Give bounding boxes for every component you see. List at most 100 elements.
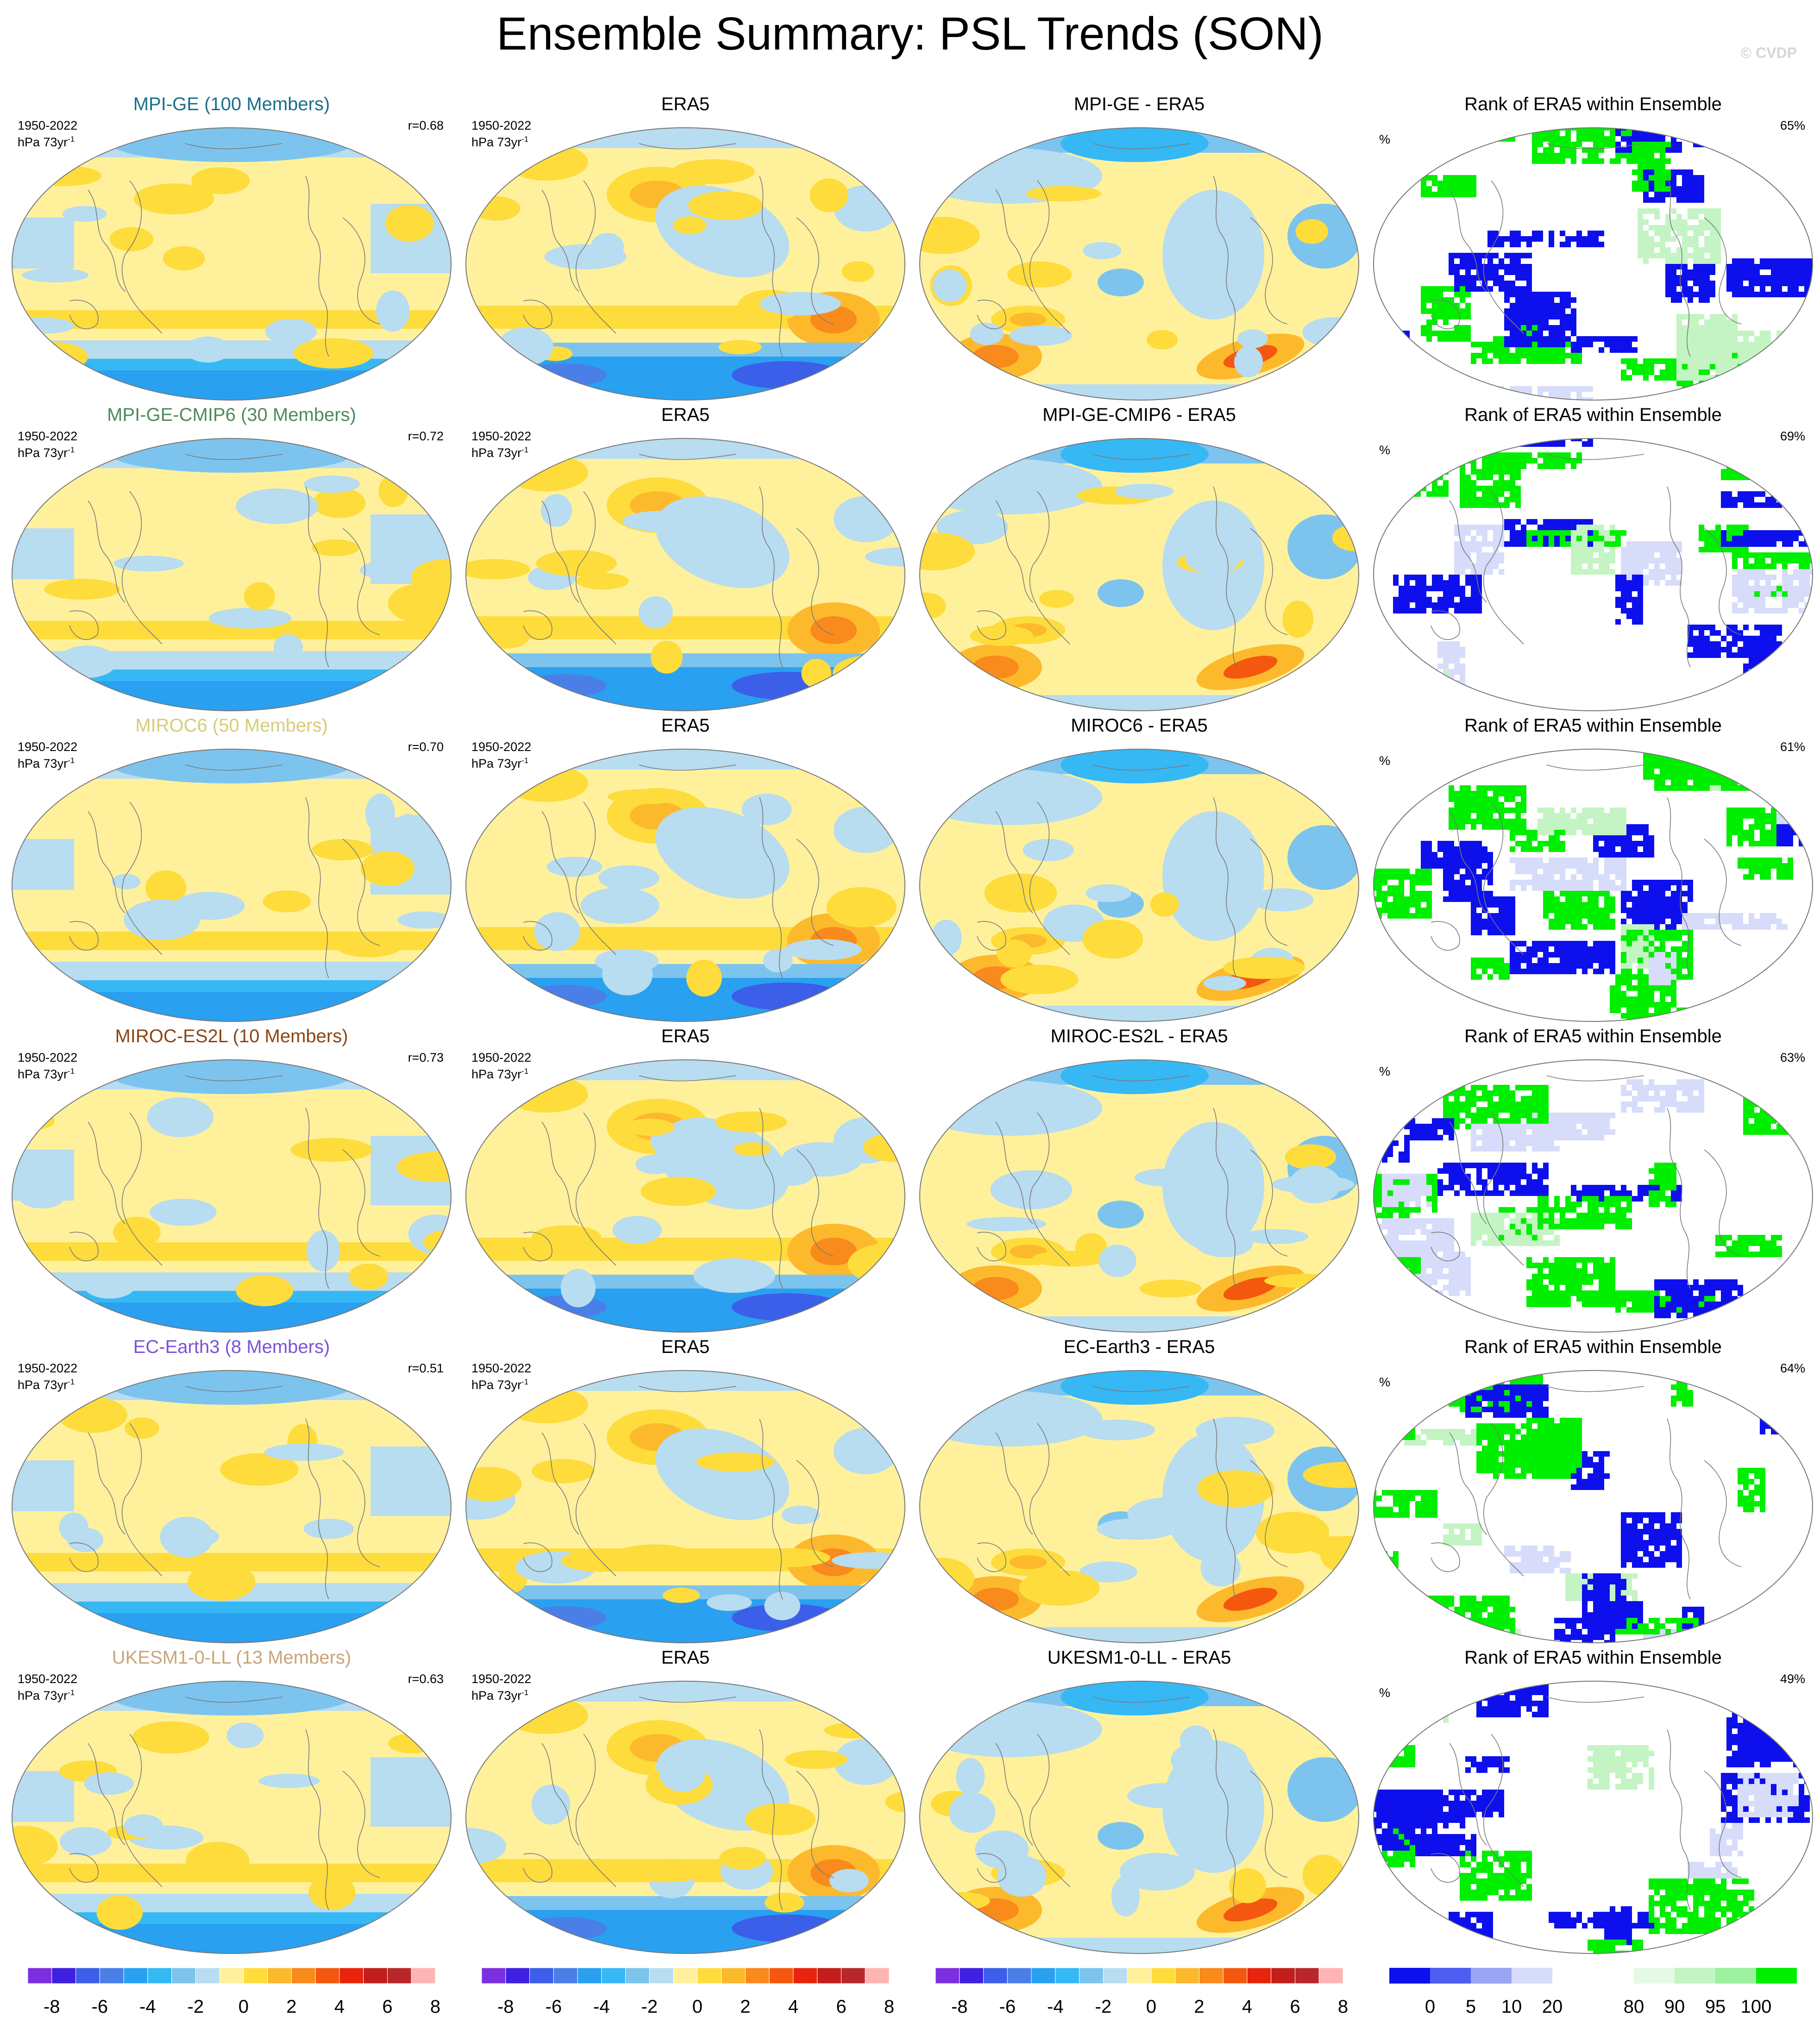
map-rank: [1373, 1059, 1814, 1333]
colorbar-tick-label: 2: [1194, 1997, 1205, 2017]
panel-rank-row-6: Rank of ERA5 within Ensemble 49%%: [1371, 1646, 1815, 1956]
colorbar-swatch: [1634, 1968, 1675, 1984]
colorbar-swatch: [1127, 1968, 1152, 1984]
colorbar-swatch: [171, 1968, 196, 1984]
rank-percent: 64%: [1780, 1361, 1805, 1375]
colorbar-tick-label: -4: [593, 1997, 610, 2017]
colorbar-swatch: [769, 1968, 794, 1984]
colorbar-swatch: [1318, 1968, 1343, 1984]
units-text: hPa 73yr: [471, 446, 522, 460]
units-text: hPa 73yr: [18, 1378, 68, 1392]
period-label: 1950-2022: [471, 740, 532, 754]
colorbar-swatch: [1715, 1968, 1756, 1984]
panel-model-row-3: MIROC6 (50 Members) 1950-2022 hPa 73yr-1 r=…: [9, 714, 454, 1024]
colorbar-swatch: [505, 1968, 530, 1984]
colorbar-swatch: [529, 1968, 554, 1984]
map-diff: [919, 1681, 1360, 1954]
colorbar-swatch: [1247, 1968, 1272, 1984]
rank-unit: %: [1379, 132, 1391, 146]
units-exponent: -1: [521, 1067, 529, 1076]
panel-diff-row-5: EC-Earth3 - ERA5: [917, 1335, 1362, 1646]
units-label: hPa 73yr-1: [471, 443, 528, 460]
colorbar-swatch: [219, 1968, 244, 1984]
colorbar-tick-label: 4: [1242, 1997, 1253, 2017]
map-rank: [1373, 1681, 1814, 1954]
colorbar-tick-label: 8: [430, 1997, 441, 2017]
period-label: 1950-2022: [18, 740, 78, 754]
panel-model-row-6: UKESM1-0-LL (13 Members) 1950-2022 hPa 73y…: [9, 1646, 454, 1956]
colorbar-swatch: [267, 1968, 292, 1984]
panel-model-row-4: MIROC-ES2L (10 Members) 1950-2022 hPa 73yr…: [9, 1025, 454, 1335]
panel-title-diff: UKESM1-0-LL - ERA5: [1047, 1647, 1231, 1668]
period-label: 1950-2022: [471, 1672, 532, 1686]
units-text: hPa 73yr: [18, 757, 68, 770]
map-rank: [1373, 438, 1814, 711]
units-label: hPa 73yr-1: [18, 1375, 75, 1392]
colorbar-swatch: [1675, 1968, 1715, 1984]
panel-era-row-6: ERA5 1950-2022 hPa 73yr-1: [463, 1646, 908, 1956]
colorbar-tick-label: -2: [1095, 1997, 1112, 2017]
colorbar-tick-label: 20: [1542, 1997, 1563, 2017]
period-label: 1950-2022: [18, 119, 78, 132]
panel-title-era: ERA5: [661, 1337, 710, 1357]
units-exponent: -1: [521, 1688, 529, 1697]
panel-rank-row-2: Rank of ERA5 within Ensemble 69%%: [1371, 403, 1815, 714]
units-label: hPa 73yr-1: [18, 754, 75, 770]
colorbar-swatch: [553, 1968, 578, 1984]
map-diff: [919, 1059, 1360, 1333]
panel-title-era: ERA5: [661, 405, 710, 425]
units-exponent: -1: [68, 756, 75, 765]
colorbar-tick-label: 80: [1623, 1997, 1644, 2017]
rank-percent: 65%: [1780, 119, 1805, 132]
colorbar-tick-label: 10: [1501, 1997, 1522, 2017]
rank-unit: %: [1379, 754, 1391, 768]
map-model: [11, 1681, 452, 1954]
colorbar-swatch: [1007, 1968, 1032, 1984]
rank-percent: 69%: [1780, 429, 1805, 443]
colorbar-swatch: [387, 1968, 412, 1984]
colorbar-swatch: [1223, 1968, 1248, 1984]
colorbar-swatch: [601, 1968, 626, 1984]
colorbar-swatch: [841, 1968, 866, 1984]
colorbar-swatch: [745, 1968, 770, 1984]
period-label: 1950-2022: [471, 119, 532, 132]
colorbar-tick-label: -2: [641, 1997, 658, 2017]
colorbar-swatch: [1151, 1968, 1176, 1984]
panel-title-model: MIROC-ES2L (10 Members): [115, 1026, 348, 1046]
panel-title-era: ERA5: [661, 715, 710, 736]
colorbar-swatch: [1079, 1968, 1104, 1984]
period-label: 1950-2022: [18, 1361, 78, 1375]
panel-title-diff: MIROC-ES2L - ERA5: [1050, 1026, 1228, 1046]
pattern-correlation: r=0.73: [408, 1051, 444, 1064]
colorbar-swatch: [649, 1968, 674, 1984]
colorbar-tick-label: -2: [187, 1997, 204, 2017]
units-exponent: -1: [68, 1377, 75, 1386]
colorbar-swatches: [482, 1968, 889, 1984]
rank-unit: %: [1379, 1064, 1391, 1078]
panel-title-rank: Rank of ERA5 within Ensemble: [1464, 1647, 1722, 1668]
colorbar-model-trend: -8 -6 -4 -2 0 2 4 6 8: [28, 1968, 440, 2019]
colorbar-tick-label: -8: [951, 1997, 968, 2017]
colorbar-labels: -8 -6 -4 -2 0 2 4 6 8: [482, 1997, 894, 2019]
units-text: hPa 73yr: [471, 1378, 522, 1392]
colorbar-swatch: [482, 1968, 506, 1984]
panel-model-row-1: MPI-GE (100 Members) 1950-2022 hPa 73yr-1 r…: [9, 93, 454, 403]
colorbar-swatch: [1294, 1968, 1319, 1984]
units-label: hPa 73yr-1: [18, 1064, 75, 1081]
rank-percent: 63%: [1780, 1051, 1805, 1064]
panel-title-rank: Rank of ERA5 within Ensemble: [1464, 405, 1722, 425]
colorbar-tick-label: -8: [43, 1997, 60, 2017]
panel-model-row-2: MPI-GE-CMIP6 (30 Members) 1950-2022 hPa 73…: [9, 403, 454, 714]
colorbar-swatch: [195, 1968, 220, 1984]
panel-title-diff: EC-Earth3 - ERA5: [1063, 1337, 1215, 1357]
panel-diff-row-2: MPI-GE-CMIP6 - ERA5: [917, 403, 1362, 714]
colorbar-swatch: [1552, 1968, 1593, 1984]
colorbar-labels: -8 -6 -4 -2 0 2 4 6 8: [28, 1997, 440, 2019]
units-label: hPa 73yr-1: [471, 1375, 528, 1392]
units-exponent: -1: [68, 445, 75, 454]
colorbar-tick-label: 100: [1740, 1997, 1772, 2017]
panel-title-era: ERA5: [661, 1647, 710, 1668]
panel-title-model: MPI-GE (100 Members): [133, 94, 330, 114]
colorbar-tick-label: 2: [286, 1997, 297, 2017]
colorbar-tick-label: 4: [334, 1997, 345, 2017]
